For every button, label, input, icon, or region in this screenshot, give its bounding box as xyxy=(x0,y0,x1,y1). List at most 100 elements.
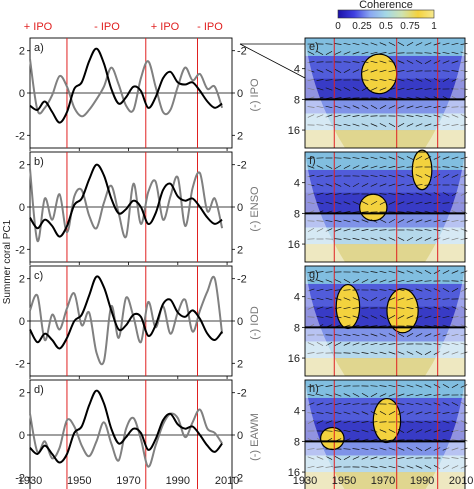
phase-arrow xyxy=(379,229,387,231)
phase-arrow xyxy=(379,429,387,433)
phase-arrow xyxy=(379,87,387,91)
phase-arrow xyxy=(460,438,468,442)
phase-arrow xyxy=(334,334,342,336)
period-tick-label: 16 xyxy=(288,239,300,251)
phase-arrow xyxy=(370,342,378,346)
phase-arrow xyxy=(361,271,369,273)
phase-arrow xyxy=(343,165,351,169)
phase-arrow xyxy=(307,448,315,450)
phase-arrow xyxy=(460,465,468,469)
phase-arrow xyxy=(415,114,423,118)
phase-arrow xyxy=(442,174,450,178)
phase-arrow xyxy=(442,123,450,127)
index-axis-label: (-) EAWM xyxy=(249,413,261,461)
phase-arrow xyxy=(379,325,387,327)
phase-arrow xyxy=(397,192,405,196)
phase-arrow xyxy=(307,87,315,91)
phase-arrow xyxy=(352,105,360,109)
phase-arrow xyxy=(415,78,423,82)
phase-arrow xyxy=(361,201,369,205)
phase-arrow xyxy=(343,69,351,73)
phase-arrow xyxy=(406,429,414,433)
wtc-power-band xyxy=(305,283,465,307)
phase-arrow xyxy=(352,393,360,397)
wtc-power-band xyxy=(305,441,465,456)
phase-arrow xyxy=(307,61,315,63)
phase-arrow xyxy=(361,115,369,117)
phase-arrow xyxy=(388,105,396,109)
phase-arrow xyxy=(316,124,324,126)
phase-arrow xyxy=(397,201,405,205)
phase-arrow xyxy=(406,297,414,301)
phase-arrow xyxy=(451,306,459,310)
phase-arrow xyxy=(388,465,396,469)
index-axis-label: (-) ENSO xyxy=(249,186,261,232)
phase-arrow xyxy=(370,87,378,91)
phase-arrow xyxy=(388,384,396,388)
phase-arrow xyxy=(379,201,387,205)
phase-arrow xyxy=(460,60,468,64)
phase-arrow xyxy=(424,174,432,178)
phase-arrow xyxy=(442,457,450,459)
phase-arrow xyxy=(388,174,396,178)
phase-arrow xyxy=(433,411,441,415)
phase-arrow xyxy=(397,115,405,117)
phase-arrow xyxy=(433,439,441,441)
phase-arrow xyxy=(424,229,432,231)
phase-arrow xyxy=(433,156,441,160)
phase-arrow xyxy=(397,297,405,301)
wtc-significant-contour xyxy=(386,288,419,334)
phase-arrow xyxy=(415,155,423,161)
phase-arrow xyxy=(316,342,324,346)
phase-arrow xyxy=(415,351,423,355)
phase-arrow xyxy=(370,351,378,355)
phase-arrow xyxy=(424,465,432,469)
phase-arrow xyxy=(442,343,450,345)
phase-arrow xyxy=(325,220,333,222)
phase-arrow xyxy=(316,50,324,56)
phase-arrow xyxy=(334,68,342,74)
phase-arrow xyxy=(379,315,387,319)
phase-arrow xyxy=(424,350,432,356)
right-ytick-label: 2 xyxy=(237,472,243,484)
phase-arrow xyxy=(442,219,450,223)
phase-arrow xyxy=(442,333,450,337)
phase-arrow xyxy=(424,297,432,301)
phase-arrow xyxy=(433,106,441,108)
phase-arrow xyxy=(460,192,468,196)
phase-arrow xyxy=(388,165,396,169)
phase-arrow xyxy=(334,402,342,406)
phase-arrow xyxy=(415,429,423,433)
phase-arrow xyxy=(379,342,387,346)
phase-arrow xyxy=(424,384,432,388)
phase-arrow xyxy=(397,457,405,459)
phase-arrow xyxy=(415,174,423,178)
phase-arrow xyxy=(316,393,324,397)
phase-arrow xyxy=(343,411,351,415)
phase-arrow xyxy=(424,219,432,223)
phase-arrow xyxy=(316,165,324,169)
cone-of-influence-right xyxy=(425,38,465,148)
phase-arrow xyxy=(325,183,333,187)
phase-arrow xyxy=(388,343,396,345)
phase-arrow xyxy=(379,52,387,54)
phase-arrow xyxy=(343,456,351,460)
cone-of-influence-right xyxy=(425,266,465,376)
left-ytick-label: 0 xyxy=(19,88,25,100)
phase-arrow xyxy=(325,402,333,406)
phase-arrow xyxy=(442,298,450,300)
phase-arrow xyxy=(415,402,423,406)
phase-arrow xyxy=(460,288,468,292)
phase-arrow xyxy=(334,306,342,310)
phase-arrow xyxy=(406,270,414,274)
phase-arrow xyxy=(433,173,441,179)
phase-arrow xyxy=(370,325,378,327)
phase-arrow xyxy=(316,288,324,292)
phase-arrow xyxy=(397,156,405,160)
phase-arrow xyxy=(460,324,468,328)
phase-arrow xyxy=(397,411,405,415)
phase-arrow xyxy=(406,211,414,213)
phase-arrow xyxy=(415,297,423,301)
phase-arrow xyxy=(352,342,360,346)
phase-arrow xyxy=(406,42,414,46)
